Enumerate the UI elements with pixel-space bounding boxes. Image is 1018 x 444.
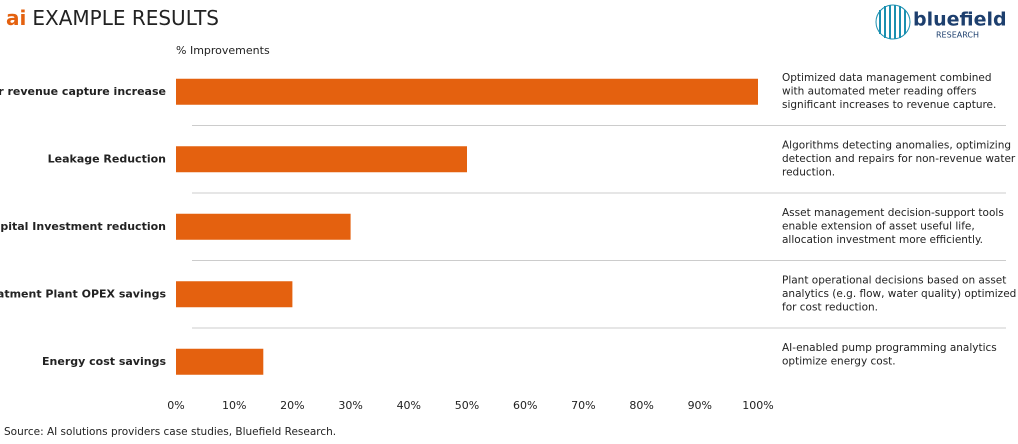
x-tick-label: 90% — [688, 399, 712, 412]
x-tick-label: 60% — [513, 399, 537, 412]
category-label: Treatment Plant OPEX savings — [0, 287, 166, 300]
bar — [176, 281, 293, 308]
annotation: reduction. — [782, 166, 835, 178]
logo-text: bluefield — [913, 9, 1007, 31]
category-label: Meter revenue capture increase — [0, 85, 166, 98]
annotation: allocation investment more efficiently. — [782, 234, 983, 246]
x-tick-label: 80% — [629, 399, 653, 412]
chart-title-group: ai EXAMPLE RESULTS — [6, 6, 219, 30]
annotation: Asset management decision-support tools — [782, 207, 1004, 219]
logo-subtext: RESEARCH — [936, 31, 979, 40]
bar — [176, 146, 467, 173]
chart-title: EXAMPLE RESULTS — [32, 6, 219, 30]
x-tick-label: 0% — [167, 399, 184, 412]
bar — [176, 348, 264, 375]
category-label: Leakage Reduction — [48, 152, 166, 165]
x-tick-label: 10% — [222, 399, 246, 412]
annotation: with automated meter reading offers — [782, 85, 977, 97]
annotation: Plant operational decisions based on ass… — [782, 274, 1006, 286]
x-axis-label: % Improvements — [176, 44, 270, 57]
bar — [176, 78, 758, 105]
x-tick-label: 100% — [742, 399, 773, 412]
annotation: Optimized data management combined — [782, 72, 992, 84]
annotation: significant increases to revenue capture… — [782, 99, 996, 111]
x-tick-label: 30% — [338, 399, 362, 412]
annotation: Algorithms detecting anomalies, optimizi… — [782, 139, 1011, 151]
x-tick-label: 50% — [455, 399, 479, 412]
annotation: optimize energy cost. — [782, 355, 896, 367]
annotation: for cost reduction. — [782, 301, 878, 313]
annotation: detection and repairs for non-revenue wa… — [782, 153, 1016, 165]
annotation: AI-enabled pump programming analytics — [782, 342, 997, 354]
source-note: Source: AI solutions providers case stud… — [4, 426, 336, 438]
annotation: enable extension of asset useful life, — [782, 220, 975, 232]
annotation: analytics (e.g. flow, water quality) opt… — [782, 288, 1016, 300]
category-label: Energy cost savings — [42, 355, 166, 368]
x-tick-label: 70% — [571, 399, 595, 412]
bar — [176, 213, 351, 240]
title-prefix: ai — [6, 6, 26, 30]
category-label: Capital Investment reduction — [0, 220, 166, 233]
x-tick-label: 20% — [280, 399, 304, 412]
logo-icon — [875, 4, 911, 40]
x-tick-label: 40% — [397, 399, 421, 412]
